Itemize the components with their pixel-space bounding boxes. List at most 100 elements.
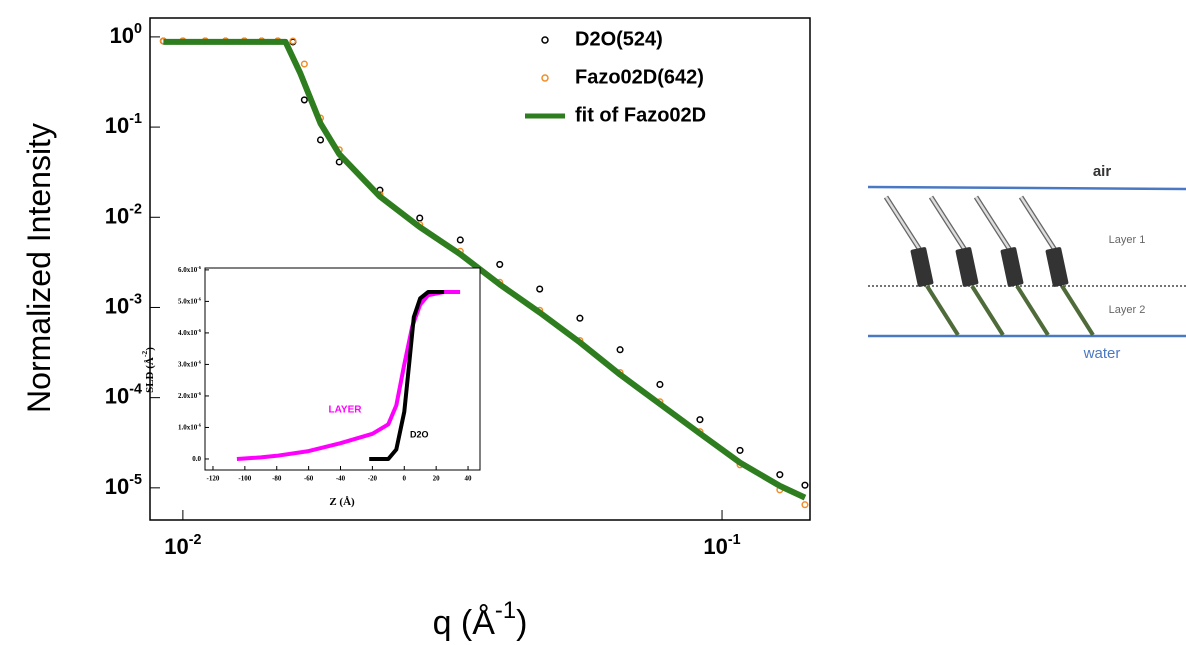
tick-exponent: -6 — [197, 422, 202, 427]
tick-label: 10-3 — [105, 291, 142, 318]
tick-exponent: -6 — [197, 264, 202, 269]
air-label: air — [1093, 163, 1112, 180]
tick-exponent: -2 — [129, 201, 142, 217]
tick-label: -60 — [304, 475, 314, 483]
data-point — [416, 214, 424, 222]
tick-base: 5.0x10 — [178, 297, 198, 305]
data-point — [776, 471, 784, 479]
axis-label-part: ) — [516, 604, 527, 642]
molecule — [1018, 195, 1095, 337]
tick-base: 10 — [110, 23, 134, 48]
axis-label-part: Z (Å) — [329, 496, 355, 508]
schematic: air Layer 1 Layer 2 water — [867, 163, 1186, 362]
data-point — [801, 481, 809, 489]
tick-label: -80 — [272, 475, 282, 483]
data-point — [616, 346, 624, 354]
tick-label: -40 — [336, 475, 346, 483]
data-point — [576, 314, 584, 322]
tick-label: 10-5 — [105, 472, 142, 499]
tick-base: 10 — [105, 203, 129, 228]
tick-base: 10 — [105, 113, 129, 138]
tick-label: 10-4 — [105, 381, 142, 408]
data-point — [801, 501, 809, 509]
tick-base: 10 — [703, 534, 727, 559]
axis-label: Z (Å) — [329, 496, 355, 508]
data-point — [536, 285, 544, 293]
axis-label-part: -1 — [495, 597, 516, 624]
tick-label: 1.0x10-6 — [178, 422, 202, 431]
tick-exponent: -3 — [129, 291, 142, 307]
axis-label-part: ) — [144, 347, 156, 351]
tick-base: 10 — [105, 474, 129, 499]
tick-label: 10-2 — [105, 201, 142, 228]
tick-label: 100 — [110, 21, 142, 48]
data-point — [656, 380, 664, 389]
tick-label: 40 — [465, 475, 473, 483]
tick-label: 0.0 — [192, 455, 201, 463]
layer-label: Layer 2 — [1109, 304, 1146, 316]
tick-label: 6.0x10-6 — [178, 264, 202, 273]
legend-label: fit of Fazo02D — [575, 104, 706, 126]
tick-label: 3.0x10-6 — [178, 359, 202, 368]
molecules — [883, 195, 1095, 337]
tick-exponent: -2 — [189, 532, 202, 548]
tick-label: 2.0x10-6 — [178, 390, 202, 399]
tick-base: 10 — [105, 293, 129, 318]
data-point — [289, 37, 297, 45]
layer-label: Layer 1 — [1109, 234, 1146, 246]
legend-label: D2O(524) — [575, 28, 663, 50]
data-point — [316, 136, 325, 144]
axis-label: SLD (Å-2) — [140, 347, 155, 393]
molecule — [928, 195, 1005, 337]
tick-base: 6.0x10 — [178, 266, 198, 274]
data-point — [456, 236, 464, 244]
axis-label: Normalized Intensity — [21, 123, 57, 413]
legend-marker — [541, 36, 549, 44]
legend-marker — [541, 74, 549, 82]
tick-label: 10-1 — [703, 532, 740, 559]
tick-label: -120 — [207, 475, 220, 483]
air-interface — [867, 185, 1186, 191]
data-point — [335, 158, 343, 166]
tick-exponent: -5 — [129, 472, 142, 488]
tick-exponent: -6 — [197, 296, 202, 301]
tick-label: 5.0x10-6 — [178, 296, 202, 305]
tick-exponent: -6 — [197, 327, 202, 332]
tick-label: 4.0x10-6 — [178, 327, 202, 336]
axis-label-part: -2 — [140, 351, 149, 358]
plot-frame — [204, 267, 481, 471]
tick-exponent: 0 — [134, 21, 142, 37]
series-label: D2O — [410, 429, 429, 439]
series-line — [236, 290, 461, 461]
tick-label: 20 — [433, 475, 441, 483]
tick-base: 3.0x10 — [178, 360, 198, 368]
tick-label: 10-1 — [105, 111, 142, 138]
tick-label: 10-2 — [164, 532, 201, 559]
data-point — [696, 416, 704, 424]
axis-label-part: SLD (Å — [144, 357, 156, 393]
tick-exponent: -1 — [728, 532, 741, 548]
molecule — [883, 195, 960, 337]
water-label: water — [1083, 345, 1121, 362]
tick-label: -100 — [238, 475, 251, 483]
tick-base: 10 — [164, 534, 188, 559]
axis-label-part: q (Å — [433, 604, 496, 642]
tick-label: -20 — [368, 475, 378, 483]
tick-base: 1.0x10 — [178, 423, 198, 431]
series-label: LAYER — [329, 405, 363, 416]
tick-label: 0 — [403, 475, 407, 483]
tick-base: 4.0x10 — [178, 329, 198, 337]
tick-exponent: -4 — [129, 381, 142, 397]
tick-base: 0.0 — [192, 455, 201, 463]
axis-label: q (Å-1) — [433, 597, 528, 642]
data-point — [496, 260, 504, 268]
molecule — [973, 195, 1050, 337]
axis-label-part: Normalized Intensity — [21, 123, 57, 413]
data-point — [300, 60, 308, 68]
series-line — [369, 290, 445, 461]
data-point — [300, 96, 308, 104]
tick-base: 10 — [105, 383, 129, 408]
tick-exponent: -1 — [129, 111, 142, 127]
tick-exponent: -6 — [197, 359, 202, 364]
